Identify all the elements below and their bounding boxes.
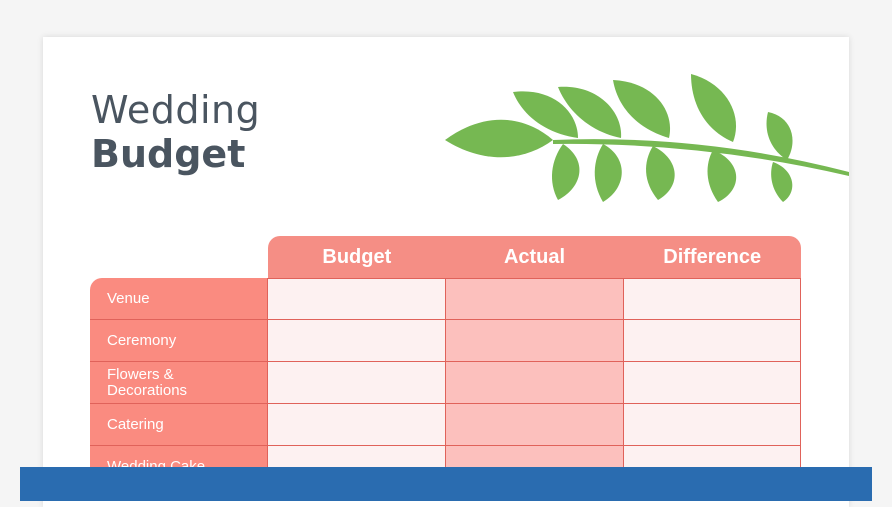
table-row: Ceremony [90, 320, 801, 362]
title-budget: Budget [91, 132, 246, 176]
budget-cell[interactable] [267, 362, 445, 403]
budget-cell[interactable] [267, 320, 445, 361]
row-label-venue: Venue [90, 278, 267, 320]
actual-cell[interactable] [445, 278, 623, 319]
row-label-catering: Catering [90, 404, 267, 446]
difference-cell[interactable] [623, 278, 801, 319]
difference-cell[interactable] [623, 320, 801, 361]
actual-cell[interactable] [445, 404, 623, 445]
column-header-actual: Actual [503, 246, 566, 268]
row-label-ceremony: Ceremony [90, 320, 267, 362]
bottom-bar [20, 467, 872, 501]
column-header-budget: Budget [322, 246, 392, 268]
column-header-difference: Difference [663, 246, 762, 268]
actual-cell[interactable] [445, 362, 623, 403]
column-header-row: Budget Actual Difference [268, 236, 801, 278]
table-row: Flowers & Decorations [90, 362, 801, 404]
budget-table: Venue Ceremony Flowers & Decorations Cat… [90, 278, 801, 488]
table-row: Catering [90, 404, 801, 446]
budget-cell[interactable] [267, 278, 445, 319]
table-row: Venue [90, 278, 801, 320]
row-label-flowers: Flowers & Decorations [90, 362, 267, 404]
difference-cell[interactable] [623, 362, 801, 403]
budget-sheet: Wedding Budget Budget Actual Difference … [43, 37, 849, 507]
leaf-branch-icon [445, 74, 849, 202]
budget-cell[interactable] [267, 404, 445, 445]
difference-cell[interactable] [623, 404, 801, 445]
actual-cell[interactable] [445, 320, 623, 361]
title-wedding: Wedding [91, 88, 261, 132]
